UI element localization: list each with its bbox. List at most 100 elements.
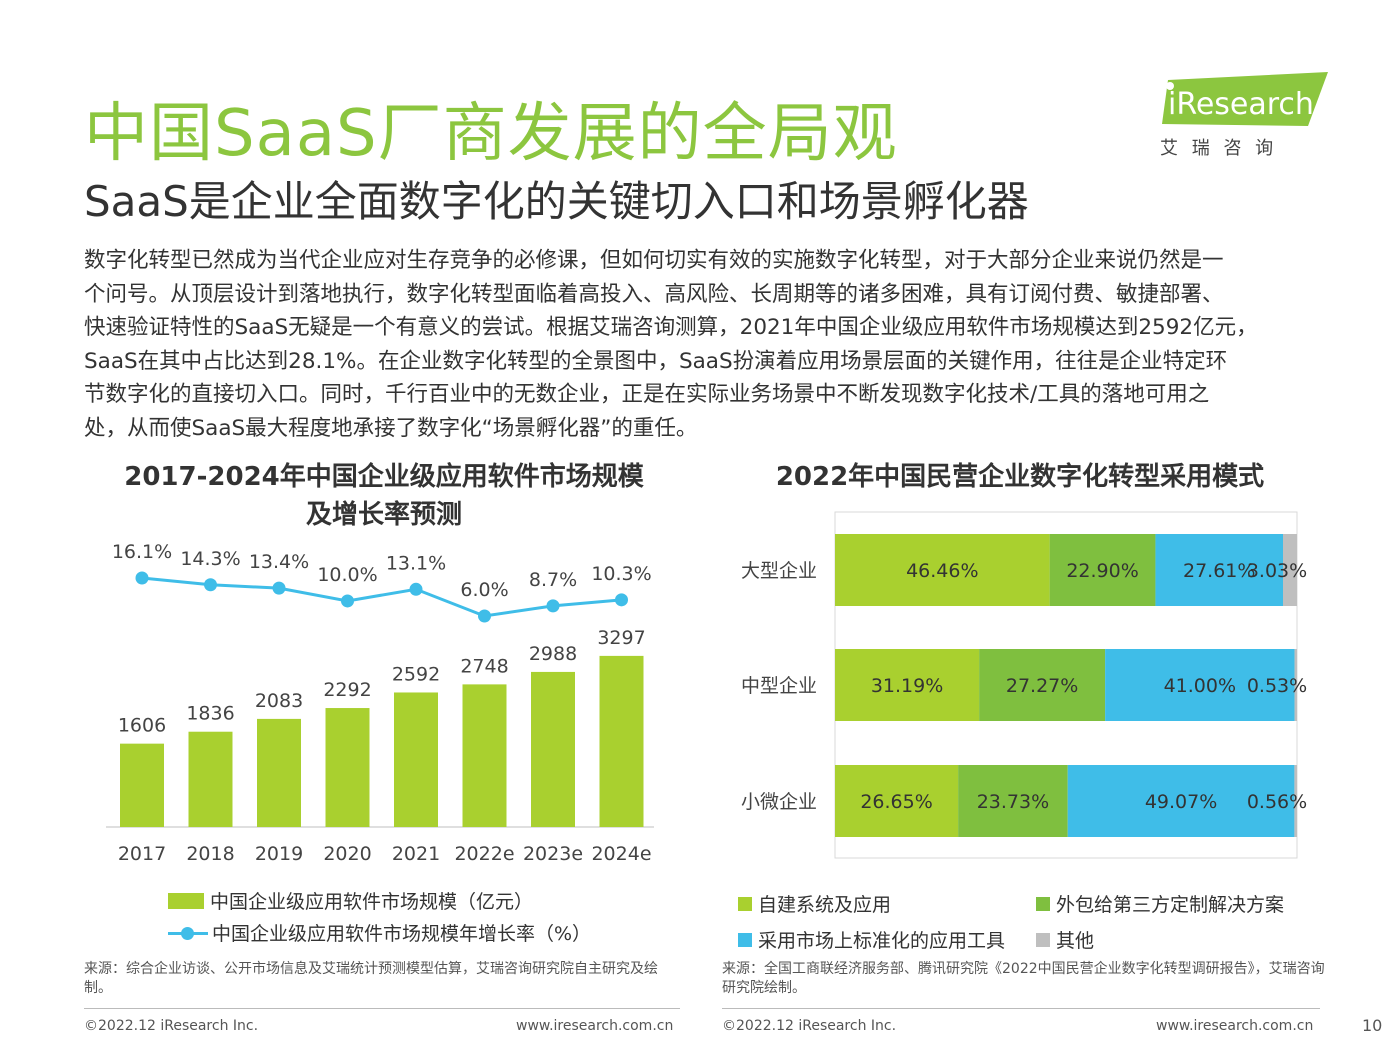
logo-brand-text: iResearch [1168,87,1314,122]
legend-swatch [738,896,752,911]
growth-point-2022e [478,609,491,623]
market-size-chart: 1606 2017 1836 2018 2083 2019 2292 2020 2592 2021… [106,541,654,865]
legend-swatch [1036,932,1050,947]
segment-label-中型企业-3: 0.53% [1247,675,1307,697]
growth-point-2024e [615,593,628,607]
x-tick-2018: 2018 [186,843,234,865]
legend-item-outsourced: 外包给第三方定制解决方案 [1036,890,1284,917]
left-source-note: 来源：综合企业访谈、公开市场信息及艾瑞统计预测模型估算，艾瑞咨询研究院自主研究及… [84,961,658,996]
segment-大型企业-3 [1283,534,1297,606]
segment-中型企业-1 [979,649,1106,721]
left-chart-title-line-2: 及增长率预测 [305,500,462,530]
x-tick-2022e: 2022e [454,843,514,865]
left-chart-title-line-1: 2017-2024年中国企业级应用软件市场规模 [124,462,644,492]
growth-label-2022e: 6.0% [460,579,508,601]
x-tick-2023e: 2023e [523,843,583,865]
legend-item-standard-tools: 采用市场上标准化的应用工具 [738,926,1005,953]
bar-label-2021: 2592 [392,663,440,685]
body-line: 个问号。从顶层设计到落地执行，数字化转型面临着高投入、高风险、长周期等的诸多困难… [84,281,1224,307]
segment-label-中型企业-2: 41.00% [1164,675,1236,697]
adoption-mode-chart: 大型企业 46.46% 22.90% 27.61%3.03% 中型企业 31.19% 27.… [741,511,1307,859]
y-tick-大型企业: 大型企业 [741,560,817,582]
page-subtitle: SaaS是企业全面数字化的关键切入口和场景孵化器 [84,177,1029,226]
growth-point-2020 [341,594,354,608]
bar-2024e [599,655,644,827]
segment-label-小微企业-1: 23.73% [977,791,1049,813]
segment-小微企业-2 [1067,765,1295,837]
footer-divider [722,1008,1320,1009]
legend-swatch [738,932,752,947]
iresearch-logo: iResearch 艾 瑞 咨 询 [1160,72,1328,159]
legend-item-market-size: 中国企业级应用软件市场规模（亿元） [168,887,533,914]
bar-2021 [394,692,438,827]
growth-label-2023e: 8.7% [529,569,577,591]
segment-大型企业-1 [1049,534,1156,606]
body-line: 数字化转型已然成为当代企业应对生存竞争的必修课，但如何切实有效的实施数字化转型，… [84,248,1224,273]
footer-divider [84,1008,680,1009]
bar-2020 [325,708,370,827]
segment-label-小微企业-3: 0.56% [1247,791,1307,813]
body-paragraph: 数字化转型已然成为当代企业应对生存竞争的必修课，但如何切实有效的实施数字化转型，… [84,244,1334,445]
x-tick-2019: 2019 [255,843,303,865]
growth-label-2021: 13.1% [386,552,446,574]
logo-cn-name: 艾 瑞 咨 询 [1160,138,1277,159]
bar-label-2017: 1606 [118,715,166,737]
x-tick-2021: 2021 [392,843,440,865]
legend-item-self-built: 自建系统及应用 [738,890,891,917]
segment-label-大型企业-1: 22.90% [1066,560,1138,582]
legend-label: 其他 [1056,930,1095,952]
growth-label-2020: 10.0% [317,564,377,586]
page-number: 10 [1362,1016,1383,1035]
growth-label-2018: 14.3% [180,548,240,570]
footer-url: www.iresearch.com.cn [516,1018,674,1034]
bar-2019 [257,718,301,827]
segment-中型企业-3 [1294,649,1297,721]
x-tick-2017: 2017 [118,843,166,865]
growth-label-2024e: 10.3% [591,563,651,585]
footer-copyright: ©2022.12 iResearch Inc. [722,1018,897,1034]
y-tick-小微企业: 小微企业 [741,791,817,813]
growth-label-2019: 13.4% [249,551,309,573]
segment-小微企业-0 [835,765,959,837]
bar-2018 [188,731,233,827]
legend-swatch [1036,896,1050,911]
segment-中型企业-2 [1105,649,1295,721]
bar-label-2020: 2292 [323,679,371,701]
segment-label-大型企业-0: 46.46% [906,560,978,582]
logo-banner-shape [1162,72,1328,126]
footer-url: www.iresearch.com.cn [1156,1018,1314,1034]
segment-小微企业-3 [1294,765,1297,837]
right-source-note: 来源：全国工商联经济服务部、腾讯研究院《2022中国民营企业数字化转型调研报告》… [722,961,1325,996]
bar-label-2023e: 2988 [529,643,577,665]
growth-point-2017 [135,571,149,585]
bar-label-2019: 2083 [255,690,303,712]
segment-label-大型企业-3: 3.03% [1247,560,1307,582]
x-tick-2024e: 2024e [591,843,651,865]
segment-label-中型企业-1: 27.27% [1006,675,1078,697]
segment-label-小微企业-0: 26.65% [860,791,932,813]
bar-label-2018: 1836 [186,703,234,725]
bar-2022e [462,684,507,827]
right-chart-title: 2022年中国民营企业数字化转型采用模式 [775,462,1265,492]
growth-rate-line [141,576,622,618]
bar-2023e [531,671,575,827]
legend-label: 中国企业级应用软件市场规模年增长率（%） [212,923,592,945]
legend-bar-swatch [168,892,204,909]
growth-point-2018 [204,578,217,592]
bar-label-2024e: 3297 [597,627,645,649]
footer-copyright: ©2022.12 iResearch Inc. [84,1018,259,1034]
growth-point-2021 [409,582,423,596]
legend-label: 中国企业级应用软件市场规模（亿元） [210,891,534,913]
segment-大型企业-2 [1155,534,1284,606]
legend-label: 采用市场上标准化的应用工具 [758,930,1006,952]
legend-label: 外包给第三方定制解决方案 [1056,894,1285,916]
growth-point-2023e [546,599,560,613]
legend-label: 自建系统及应用 [758,894,892,916]
body-line: 处，从而使SaaS最大程度地承接了数字化“场景孵化器”的重任。 [84,415,698,441]
body-line: 快速验证特性的SaaS无疑是一个有意义的尝试。根据艾瑞咨询测算，2021年中国企… [84,315,1258,340]
legend-item-growth-rate: 中国企业级应用软件市场规模年增长率（%） [168,919,591,946]
logo-dot-icon [1166,82,1174,90]
body-line: SaaS在其中占比达到28.1%。在企业数字化转型的全景图中，SaaS扮演着应用… [84,348,1228,374]
segment-label-中型企业-0: 31.19% [871,675,943,697]
segment-小微企业-1 [958,765,1068,837]
